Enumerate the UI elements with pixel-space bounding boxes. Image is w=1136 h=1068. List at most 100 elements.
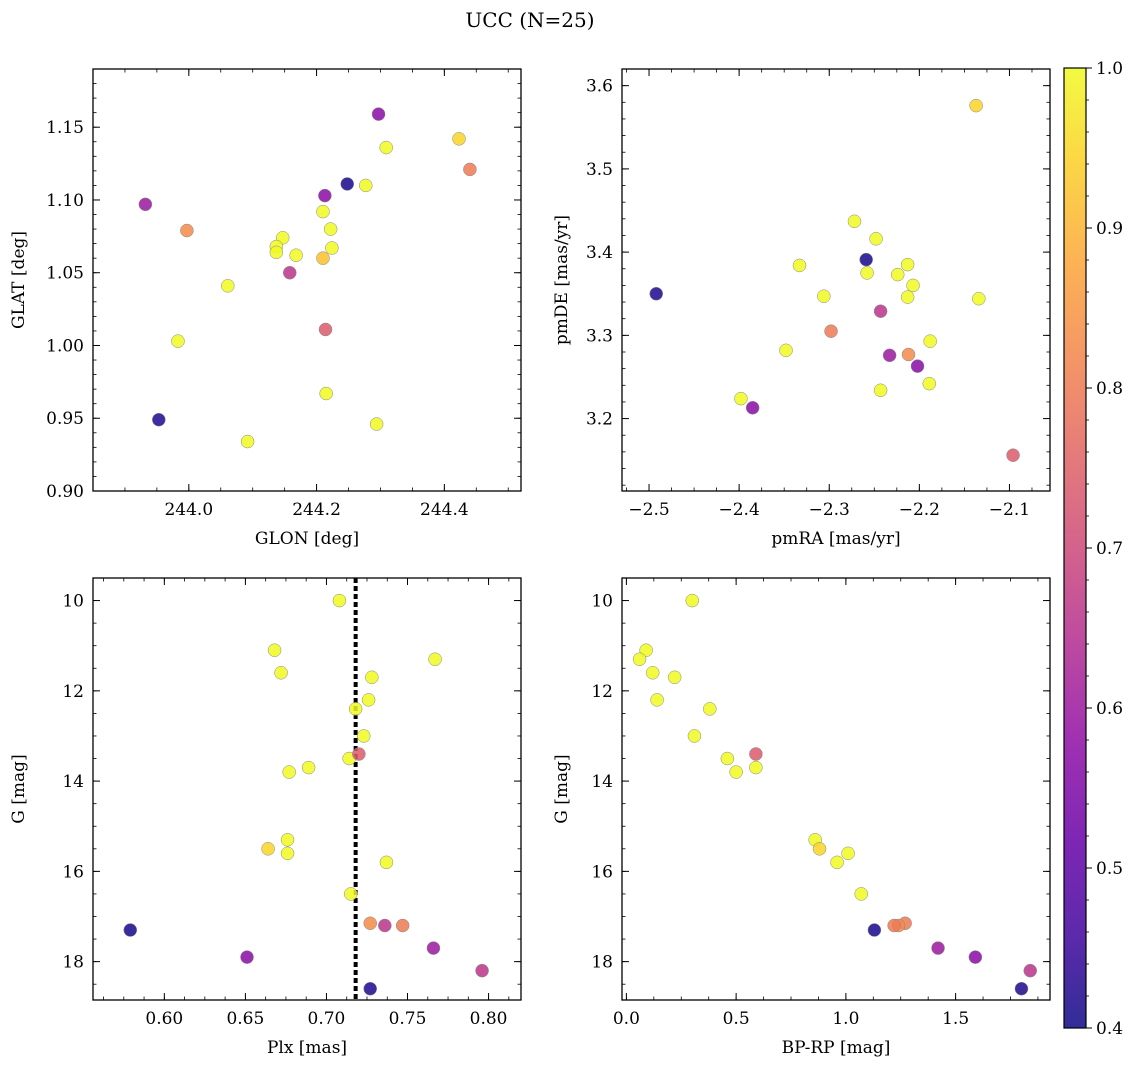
x-tick-label: 0.70 [308,1009,346,1029]
data-point [379,140,393,155]
colorbar-tick-label: 0.5 [1096,859,1123,879]
data-point [340,177,354,191]
x-tick-label: −2.3 [809,500,850,520]
data-point [1014,981,1029,996]
axes-frame [92,68,522,492]
data-point [882,348,897,363]
y-tick-label: 3.6 [586,77,613,97]
data-point [325,241,339,255]
y-tick-label: 18 [62,953,84,973]
x-tick-label: 0.5 [723,1009,750,1029]
data-point [847,214,862,229]
data-point [910,359,925,373]
axes-frame [621,68,1051,492]
x-tick-label: −2.5 [628,500,669,520]
y-tick-label: 12 [62,682,84,702]
x-tick-label: 0.75 [389,1009,427,1029]
data-point [318,188,332,203]
axes-frame [621,577,1051,1001]
data-point [475,963,489,978]
x-tick-label: 0.80 [470,1009,508,1029]
data-point [873,304,888,318]
y-tick-label: 3.3 [586,326,613,346]
data-point [323,222,338,236]
axes-frame [92,577,522,1001]
data-point [969,98,983,113]
data-point [900,257,915,272]
x-tick-label: 244.4 [420,500,469,520]
y-tick-label: 3.5 [586,160,613,180]
data-point [316,204,330,219]
data-point [240,950,254,964]
y-axis-label: G [mag] [552,754,572,823]
data-point [817,289,831,303]
data-point [180,223,194,238]
data-point [824,324,838,338]
data-point [749,760,763,775]
x-tick-label: 1.0 [832,1009,859,1029]
data-point [841,846,855,861]
data-point [280,833,295,847]
y-tick-label: 3.2 [586,410,613,430]
data-point [734,391,748,406]
data-point [854,887,868,901]
data-point [923,334,937,348]
data-point [729,765,743,779]
data-point [240,434,255,449]
data-point [745,401,760,415]
data-point [378,918,392,933]
data-point [395,918,410,933]
data-point [922,376,937,391]
y-axis-label: G [mag] [9,754,29,823]
y-tick-label: 18 [591,953,613,973]
colorbar-tick-label: 0.7 [1096,539,1123,559]
data-point [830,855,844,870]
data-point [361,693,376,707]
data-point [348,702,363,716]
data-point [649,286,663,301]
data-point [138,197,153,212]
data-point [720,751,735,766]
data-point [452,132,466,146]
y-axis-label: GLAT [deg] [9,231,29,329]
x-tick-label: −2.4 [718,500,759,520]
data-point [867,923,882,937]
data-point [221,279,235,293]
data-point [359,178,373,193]
colorbar-tick-label: 0.9 [1096,219,1123,239]
x-axis-label: BP-RP [mag] [782,1038,891,1058]
data-point [703,702,717,716]
data-point [860,266,874,280]
colorbar-tick-label: 0.4 [1096,1019,1123,1039]
y-tick-label: 14 [591,772,613,792]
data-point [261,842,275,856]
x-axis-label: Plx [mas] [267,1038,347,1058]
panel-plx-g: 0.60 0.65 0.70 0.75 0.80 10 12 14 16 18 Plx [mas] G… [9,577,522,1058]
data-point [426,941,441,955]
x-tick-label: 1.5 [942,1009,969,1029]
data-point [352,747,366,761]
data-point [887,918,901,933]
data-point [667,670,682,685]
x-tick-label: 244.0 [164,500,213,520]
data-point [283,265,297,280]
y-tick-label: 10 [591,592,613,612]
y-tick-label: 14 [62,772,84,792]
x-axis-label: GLON [deg] [255,529,359,549]
x-tick-label: 0.0 [613,1009,640,1029]
colorbar-gradient [1064,68,1086,1028]
data-point [289,248,303,263]
data-point [371,107,386,121]
y-axis-label: pmDE [mas/yr] [552,215,572,345]
data-point [812,842,827,856]
data-point [968,950,983,964]
x-tick-label: 0.60 [145,1009,183,1029]
data-point [280,846,295,861]
data-point [901,347,916,362]
data-point [779,343,793,358]
x-tick-label: 0.65 [226,1009,264,1029]
data-point [873,383,888,398]
data-point [171,334,185,348]
data-point [463,162,477,177]
